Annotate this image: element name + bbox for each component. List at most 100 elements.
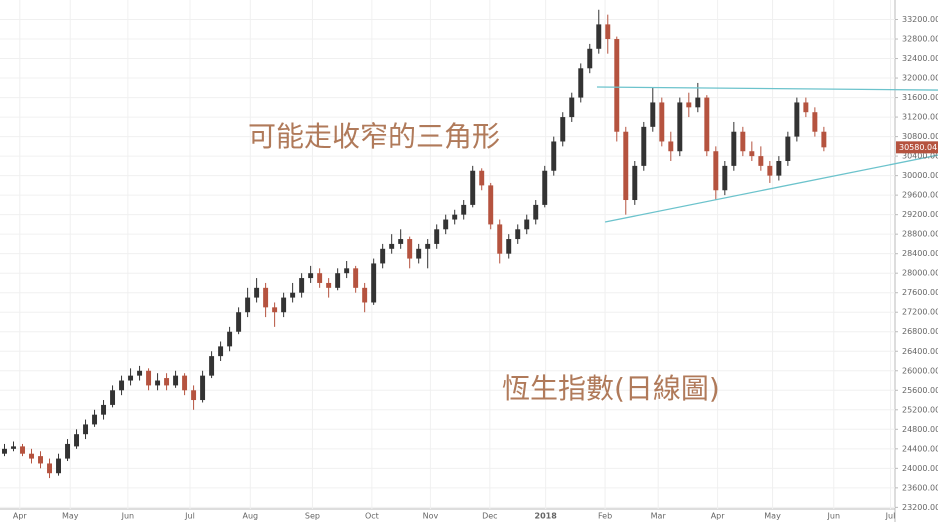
y-tick-label: 23600.00 — [902, 483, 938, 492]
price-label-box — [896, 141, 938, 154]
candle-body — [47, 463, 52, 474]
candle-body — [110, 390, 116, 405]
price-label: 30580.04 — [899, 143, 937, 152]
candle-body — [515, 229, 521, 240]
candle-body — [389, 243, 395, 249]
candle-body — [596, 24, 602, 49]
candle-body — [191, 390, 197, 401]
candle-body — [641, 126, 647, 166]
candle-body — [371, 263, 377, 303]
candle-body — [713, 151, 719, 191]
candle-body — [479, 170, 485, 186]
y-tick-label: 26400.00 — [902, 347, 938, 356]
y-tick-label: 32800.00 — [902, 35, 938, 44]
candle-body — [821, 131, 827, 148]
candle-body — [803, 102, 809, 113]
candle-body — [461, 204, 467, 215]
y-tick-label: 33200.00 — [902, 15, 938, 24]
candle-body — [344, 268, 350, 274]
y-tick-label: 24400.00 — [902, 444, 938, 453]
y-tick-label: 26800.00 — [902, 327, 938, 336]
candle-body — [623, 131, 629, 201]
candle-body — [470, 170, 476, 205]
candle-body — [353, 268, 359, 288]
candle-body — [56, 458, 62, 474]
y-tick-label: 31200.00 — [902, 113, 938, 122]
candle-body — [659, 102, 665, 142]
x-tick-label: Dec — [482, 512, 497, 521]
y-tick-label: 26000.00 — [902, 366, 938, 375]
candle-body — [776, 160, 782, 176]
candle-body — [434, 229, 440, 244]
candle-body — [506, 239, 512, 254]
x-tick-label: May — [62, 512, 79, 521]
candle-body — [101, 404, 107, 415]
candle-body — [686, 102, 692, 108]
y-tick-label: 28000.00 — [902, 269, 938, 278]
candle-body — [317, 273, 323, 283]
candle-body — [551, 141, 557, 171]
candle-body — [695, 97, 701, 108]
candle-body — [272, 307, 278, 313]
x-tick-label: May — [764, 512, 781, 521]
candle-body — [200, 375, 206, 401]
candle-body — [416, 248, 422, 259]
y-tick-label: 30400.00 — [902, 152, 938, 161]
candle-body — [146, 370, 152, 386]
y-tick-label: 27200.00 — [902, 308, 938, 317]
annotation: 可能走收窄的三角形 — [248, 120, 500, 153]
candle-body — [425, 243, 431, 249]
x-tick-label: Mar — [651, 512, 667, 521]
candle-body — [119, 380, 125, 391]
candle-body — [560, 117, 566, 142]
candle-body — [209, 356, 215, 376]
candle-body — [587, 48, 593, 69]
y-tick-label: 28800.00 — [902, 230, 938, 239]
candle-body — [533, 204, 539, 220]
candle-body — [281, 297, 287, 313]
candle-body — [677, 102, 683, 152]
y-tick-label: 29200.00 — [902, 210, 938, 219]
candle-body — [299, 278, 305, 293]
y-tick-label: 25200.00 — [902, 405, 938, 414]
x-tick-label: Nov — [423, 512, 439, 521]
candle-body — [245, 297, 251, 313]
candle-body — [524, 219, 530, 230]
candle-body — [263, 287, 269, 308]
candle-body — [326, 282, 332, 288]
x-tick-label: Jun — [121, 512, 135, 521]
trend-line — [604, 154, 938, 223]
candle-body — [137, 370, 143, 376]
y-tick-label: 23200.00 — [902, 503, 938, 512]
candle-body — [290, 292, 296, 298]
candle-body — [605, 24, 611, 40]
candle-body — [794, 102, 800, 137]
x-tick-label: 2018 — [535, 512, 558, 521]
y-tick-label: 30000.00 — [902, 171, 938, 180]
y-tick-label: 28400.00 — [902, 249, 938, 258]
candle-body — [488, 185, 494, 225]
candle-body — [38, 456, 43, 464]
y-tick-label: 25600.00 — [902, 386, 938, 395]
x-tick-label: Oct — [365, 512, 379, 521]
candle-body — [155, 380, 161, 386]
candle-body — [65, 443, 71, 459]
candle-body — [668, 141, 674, 152]
y-tick-label: 31600.00 — [902, 93, 938, 102]
candle-body — [398, 239, 404, 244]
candle-body — [632, 165, 638, 201]
x-tick-label: Jul — [885, 512, 896, 521]
y-tick-label: 24800.00 — [902, 425, 938, 434]
candle-body — [218, 346, 224, 357]
candle-body — [443, 219, 449, 230]
candle-body — [20, 446, 25, 454]
candle-body — [308, 273, 314, 279]
x-tick-label: Aug — [242, 512, 258, 521]
candle-body — [749, 151, 755, 157]
candle-body — [767, 165, 773, 176]
candle-body — [785, 136, 791, 161]
candle-body — [578, 68, 584, 98]
